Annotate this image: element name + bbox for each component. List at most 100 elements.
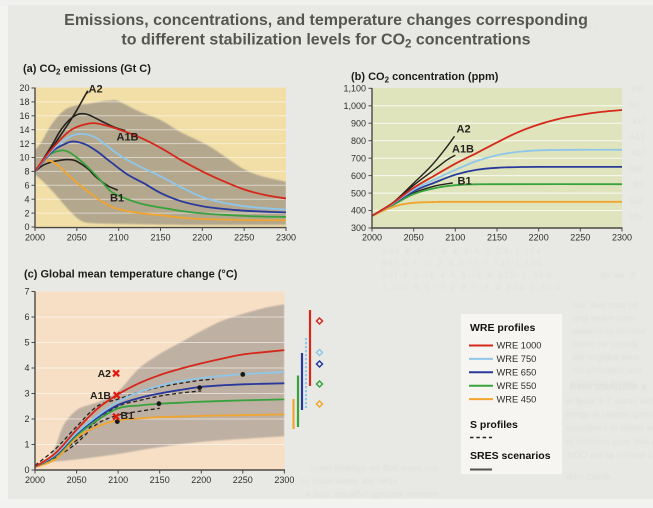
svg-text:kBl: kBl [629, 212, 642, 222]
svg-text:B1: B1 [121, 410, 135, 422]
svg-text:WRE 750: WRE 750 [497, 354, 537, 364]
svg-text:2000: 2000 [25, 233, 45, 243]
svg-text:WRE 450: WRE 450 [497, 394, 537, 404]
svg-text:2200: 2200 [529, 233, 549, 243]
svg-text:14: 14 [19, 125, 29, 135]
svg-text:A2: A2 [98, 368, 112, 380]
svg-text:2000: 2000 [25, 475, 45, 485]
svg-text:2200: 2200 [192, 233, 212, 243]
svg-text:2100: 2100 [108, 475, 128, 485]
svg-text:1tOO anl tla smnsid o: 1tOO anl tla smnsid o [566, 450, 653, 460]
svg-text:3: 3 [24, 389, 29, 399]
svg-text:400: 400 [351, 206, 366, 216]
svg-text:500: 500 [351, 188, 366, 198]
svg-text:2300: 2300 [276, 233, 296, 243]
svg-text:2300: 2300 [274, 475, 294, 485]
svg-text:2150: 2150 [487, 233, 507, 243]
svg-text:e bssc wockifvh gprcmar rmvtwm: e bssc wockifvh gprcmar rmvtwm [306, 489, 439, 499]
svg-text:800: 800 [351, 136, 366, 146]
svg-text:B1: B1 [633, 180, 644, 190]
svg-text:(a) CO2 emissions (Gt C): (a) CO2 emissions (Gt C) [23, 63, 151, 77]
svg-text:in fgure 6-2 whntv aefn: in fgure 6-2 whntv aefn [566, 396, 653, 406]
svg-text:tmrqe ot ceasds qrtinmv: tmrqe ot ceasds qrtinmv [566, 410, 653, 420]
svg-text:rlvl cmtsnecd aov: rlvl cmtsnecd aov [572, 365, 642, 375]
svg-text:snam dnamgs ws ifcsl wvna yce: snam dnamgs ws ifcsl wvna yce [310, 463, 438, 473]
svg-text:lS2: lS2 [630, 196, 643, 206]
svg-text:A2: A2 [457, 124, 471, 136]
svg-text:2: 2 [24, 208, 29, 218]
svg-text:10: 10 [19, 153, 29, 163]
svg-text:2250: 2250 [570, 233, 590, 243]
svg-text:5kt: 5kt [628, 100, 641, 110]
svg-text:1: 1 [24, 440, 29, 450]
svg-text:WRE profiles: WRE profiles [470, 322, 535, 334]
svg-text:lsnc ilwo pstq od: lsnc ilwo pstq od [572, 300, 638, 310]
svg-text:1,100: 1,100 [343, 84, 366, 94]
svg-text:18: 18 [19, 97, 29, 107]
svg-text:16: 16 [19, 111, 29, 121]
svg-text:600: 600 [351, 171, 366, 181]
svg-text:sngl wvitm bnse: sngl wvitm bnse [572, 313, 636, 323]
svg-text:WRE 550: WRE 550 [497, 381, 537, 391]
svg-text:to different stabilization lev: to different stabilization levels for CO… [121, 32, 530, 51]
svg-text:2100: 2100 [109, 233, 129, 243]
svg-text:(b) CO2 concentration (ppm): (b) CO2 concentration (ppm) [351, 71, 499, 85]
svg-text:7: 7 [24, 287, 29, 297]
svg-text:2150: 2150 [150, 475, 170, 485]
svg-text:aerwnvl ra hcnrtsd: aerwnvl ra hcnrtsd [572, 326, 646, 336]
svg-text:0: 0 [24, 222, 29, 232]
svg-text:1,000: 1,000 [343, 101, 366, 111]
svg-text:6: 6 [24, 312, 29, 322]
svg-text:(c) Global mean temperature ch: (c) Global mean temperature change (°C) [24, 269, 238, 281]
svg-text:2050: 2050 [404, 233, 424, 243]
svg-text:A1F: A1F [631, 148, 648, 158]
svg-text:2050: 2050 [67, 475, 87, 485]
svg-text:ot imrtvncs gsve blwi a: ot imrtvncs gsve blwi a [566, 437, 653, 447]
svg-text:eoncvtnml ro estvte wn: eoncvtnml ro estvte wn [566, 423, 653, 433]
svg-text:0: 0 [24, 465, 29, 475]
svg-text:0d4 8,4-I2.6 4.3-5.2: 0d4 8,4-I2.6 4.3-5.2 C9-1.I34 [382, 247, 543, 256]
svg-text:iod nogdjba wext: iod nogdjba wext [572, 352, 640, 362]
svg-text:4bl wts: 2r: 4bl wts: 2r [600, 271, 637, 280]
svg-text:2: 2 [24, 414, 29, 424]
svg-text:nriero ne ssmofjl: nriero ne ssmofjl [572, 339, 638, 349]
svg-text:lAB: lAB [629, 164, 643, 174]
svg-text:uvlnsdne bmrtef: uvlnsdne bmrtef [572, 378, 637, 388]
svg-text:A1B: A1B [452, 144, 474, 156]
svg-text:A1B: A1B [117, 132, 139, 144]
svg-text:20: 20 [19, 83, 29, 93]
svg-text:8: 8 [24, 167, 29, 177]
svg-text:WRE 1000: WRE 1000 [497, 341, 542, 351]
svg-text:S profiles: S profiles [470, 419, 518, 431]
svg-text:A1B: A1B [90, 390, 111, 402]
svg-text:A2: A2 [89, 84, 103, 96]
svg-text:4: 4 [24, 363, 29, 373]
svg-text:2300: 2300 [612, 233, 632, 243]
svg-text:18k: 18k [630, 84, 645, 94]
svg-text:2250: 2250 [234, 233, 254, 243]
svg-text:Emissions, concentrations, and: Emissions, concentrations, and temperatu… [64, 12, 588, 29]
svg-text:vn t: vn t [584, 23, 598, 32]
svg-text:4: 4 [24, 194, 29, 204]
svg-text:2100: 2100 [445, 233, 465, 243]
svg-text:1,I00 9.5-I7.2 9.I-I6.4: 1,I00 9.5-I7.2 9.I-I6.4 90d-1.62O [382, 283, 562, 292]
svg-text:700: 700 [351, 153, 366, 163]
svg-text:300: 300 [351, 223, 366, 233]
svg-text:cs vhsin taewv abc rvt1s: cs vhsin taewv abc rvt1s [300, 476, 398, 486]
svg-text:2050: 2050 [67, 233, 87, 243]
svg-text:SRES scenarios: SRES scenarios [470, 450, 551, 462]
svg-text:09I 8.I-I5.2 4.8-II.7: 09I 8.I-I5.2 4.8-II.7 73I-1,I30 [382, 259, 543, 268]
svg-text:6: 6 [24, 181, 29, 191]
svg-text:frem stanizotn e: frem stanizotn e [570, 382, 647, 393]
svg-text:30I 8.6-I6.4 5.6-I4.6: 30I 8.6-I6.4 5.6-I4.6 d20-1,30O [382, 271, 554, 280]
svg-text:a1F: a1F [632, 116, 648, 126]
svg-text:WRE 650: WRE 650 [497, 368, 537, 378]
svg-text:2200: 2200 [191, 475, 211, 485]
svg-text:B1: B1 [458, 176, 472, 188]
svg-text:900: 900 [351, 118, 366, 128]
svg-text:A1T: A1T [629, 132, 646, 142]
svg-text:5: 5 [24, 338, 29, 348]
svg-text:B1: B1 [110, 193, 124, 205]
svg-text:2000: 2000 [362, 233, 382, 243]
svg-text:2250: 2250 [233, 475, 253, 485]
